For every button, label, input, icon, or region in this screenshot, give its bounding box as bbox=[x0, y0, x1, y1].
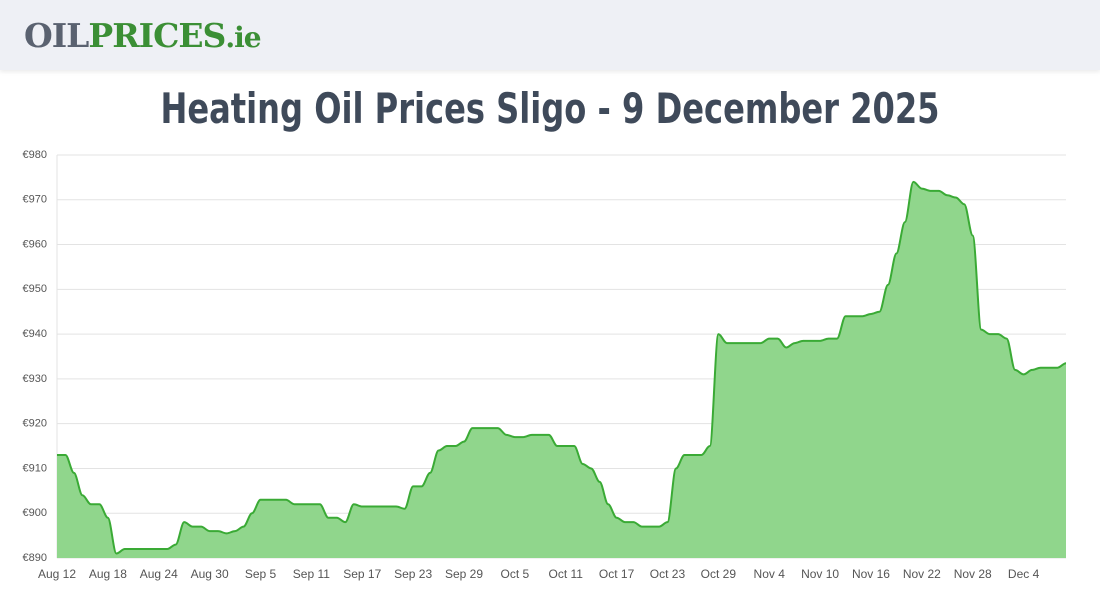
x-tick-label: Oct 29 bbox=[701, 567, 737, 581]
x-tick-label: Sep 11 bbox=[293, 567, 330, 581]
line bbox=[56, 180, 1067, 555]
x-tick-label: Aug 18 bbox=[89, 567, 127, 581]
y-tick-label: €980 bbox=[23, 149, 47, 161]
x-tick-label: Nov 10 bbox=[801, 567, 839, 581]
x-tick-label: Sep 29 bbox=[445, 567, 483, 581]
x-tick-label: Oct 17 bbox=[599, 567, 635, 581]
y-tick-label: €960 bbox=[23, 238, 47, 250]
chart-title: Heating Oil Prices Sligo - 9 December 20… bbox=[160, 84, 940, 133]
x-tick-label: Nov 28 bbox=[954, 567, 992, 581]
y-tick-label: €910 bbox=[23, 462, 47, 474]
y-tick-label: €970 bbox=[23, 194, 47, 206]
x-tick-label: Sep 5 bbox=[245, 567, 277, 581]
x-tick-label: Oct 23 bbox=[650, 567, 686, 581]
x-tick-label: Oct 11 bbox=[549, 567, 584, 581]
y-tick-label: €920 bbox=[23, 418, 47, 430]
header: OILPRICES.ie bbox=[0, 0, 1100, 70]
x-tick-label: Nov 22 bbox=[903, 567, 941, 581]
y-tick-label: €950 bbox=[23, 283, 47, 295]
x-tick-label: Aug 30 bbox=[191, 567, 229, 581]
logo-part: .ie bbox=[225, 21, 261, 54]
y-tick-label: €900 bbox=[23, 507, 47, 519]
x-tick-label: Aug 12 bbox=[38, 567, 76, 581]
x-tick-label: Nov 4 bbox=[754, 567, 786, 581]
x-tick-label: Nov 16 bbox=[852, 567, 890, 581]
area bbox=[57, 181, 1066, 558]
logo-part: PRICES bbox=[88, 16, 226, 55]
x-tick-label: Dec 4 bbox=[1008, 567, 1040, 581]
logo[interactable]: OILPRICES.ie bbox=[24, 16, 262, 55]
y-tick-label: €930 bbox=[23, 373, 47, 385]
logo-part: OIL bbox=[24, 16, 89, 55]
x-tick-label: Sep 17 bbox=[343, 567, 381, 581]
x-tick-label: Aug 24 bbox=[140, 567, 178, 581]
x-tick-label: Oct 5 bbox=[501, 567, 530, 581]
x-tick-label: Sep 23 bbox=[394, 567, 432, 581]
y-tick-label: €940 bbox=[23, 328, 47, 340]
y-tick-label: €890 bbox=[23, 552, 47, 564]
